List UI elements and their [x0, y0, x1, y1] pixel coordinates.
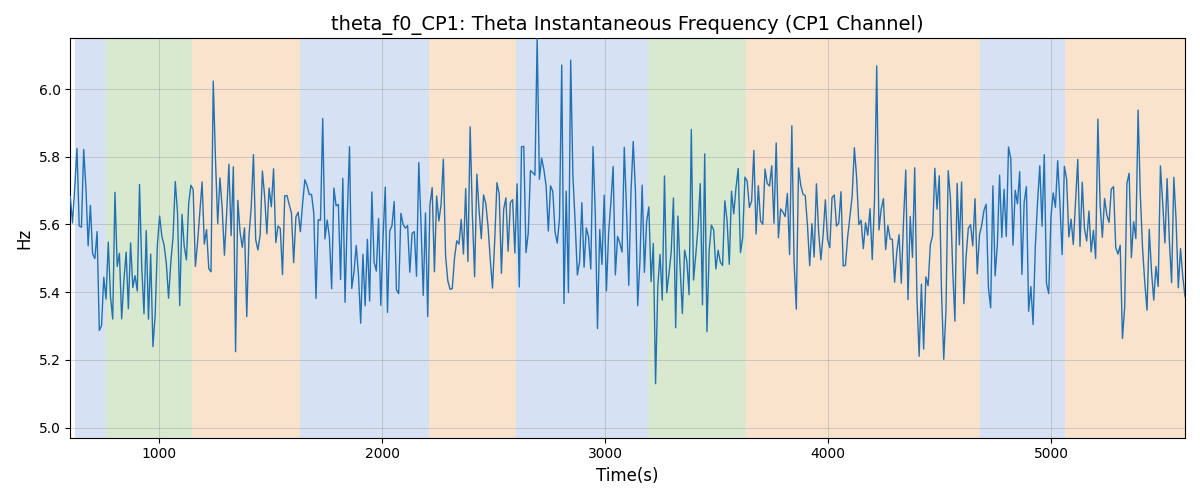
Bar — [516, 38, 625, 438]
Bar — [74, 38, 106, 438]
Bar — [1064, 38, 1186, 438]
Bar — [648, 38, 745, 438]
Bar — [980, 38, 1064, 438]
X-axis label: Time(s): Time(s) — [596, 467, 659, 485]
Bar — [745, 38, 980, 438]
Title: theta_f0_CP1: Theta Instantaneous Frequency (CP1 Channel): theta_f0_CP1: Theta Instantaneous Freque… — [331, 15, 924, 35]
Y-axis label: Hz: Hz — [16, 228, 34, 248]
Bar — [300, 38, 430, 438]
Bar — [192, 38, 300, 438]
Bar — [625, 38, 648, 438]
Bar — [106, 38, 192, 438]
Bar — [430, 38, 516, 438]
